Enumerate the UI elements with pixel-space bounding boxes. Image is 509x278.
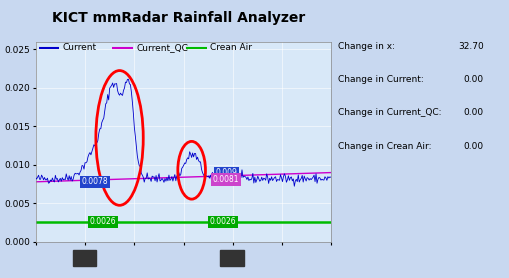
- Text: Change in Current_QC:: Change in Current_QC:: [338, 108, 442, 117]
- Text: KICT mmRadar Rainfall Analyzer: KICT mmRadar Rainfall Analyzer: [51, 11, 305, 25]
- Text: Current_QC: Current_QC: [136, 43, 188, 52]
- Text: 0.00: 0.00: [463, 142, 484, 151]
- Text: Change in Crean Air:: Change in Crean Air:: [338, 142, 432, 151]
- Text: 0.0078: 0.0078: [81, 177, 108, 186]
- Text: 0.0081: 0.0081: [213, 175, 239, 184]
- Bar: [72, 250, 96, 266]
- Text: Change in x:: Change in x:: [338, 42, 395, 51]
- Text: 0.0026: 0.0026: [210, 217, 237, 226]
- Text: Crean Air: Crean Air: [210, 43, 252, 52]
- Bar: [220, 250, 244, 266]
- Text: 0.00: 0.00: [463, 75, 484, 84]
- Text: Change in Current:: Change in Current:: [338, 75, 424, 84]
- Text: 0.009: 0.009: [215, 168, 237, 177]
- Text: 0.0026: 0.0026: [90, 217, 116, 226]
- Text: Current: Current: [62, 43, 96, 52]
- Text: 0.00: 0.00: [463, 108, 484, 117]
- Text: 32.70: 32.70: [458, 42, 484, 51]
